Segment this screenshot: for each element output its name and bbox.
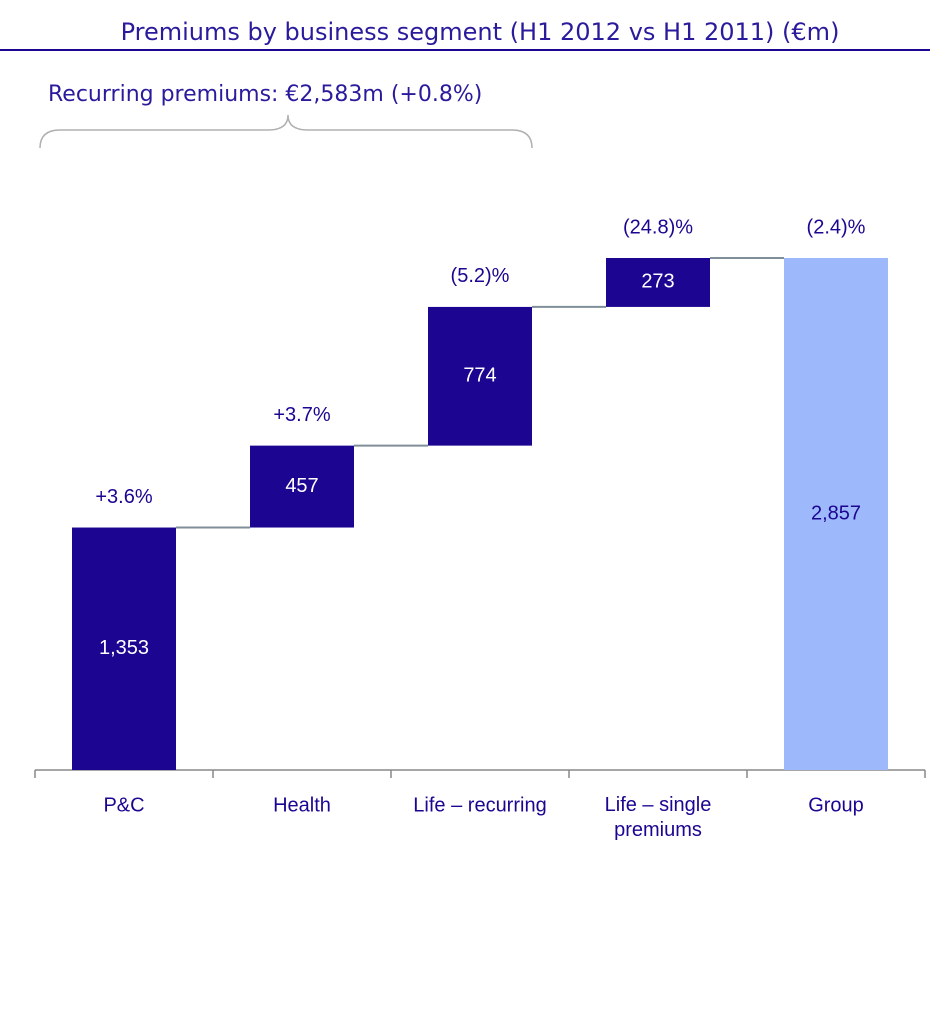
change-label: +3.7% xyxy=(273,404,330,426)
x-tick-label: P&C xyxy=(103,794,144,816)
bracket xyxy=(39,114,533,149)
value-label: 273 xyxy=(641,271,674,293)
bar xyxy=(72,527,176,770)
value-label: 774 xyxy=(463,365,496,387)
x-tick-label: Health xyxy=(273,794,331,816)
value-label: 2,857 xyxy=(811,502,861,524)
x-tick-label-line: premiums xyxy=(614,819,702,841)
x-tick-label: Group xyxy=(808,794,864,816)
change-label: +3.6% xyxy=(95,486,152,508)
value-label: 457 xyxy=(285,475,318,497)
bar xyxy=(606,258,710,307)
x-tick-label: Life – single premiums xyxy=(605,794,712,841)
annotation: Recurring premiums: €2,583m (+0.8%) xyxy=(48,82,482,107)
chart-title: Premiums by business segment (H1 2012 vs… xyxy=(121,18,840,46)
bar xyxy=(250,445,354,528)
change-label: (24.8)% xyxy=(623,216,693,238)
value-label: 1,353 xyxy=(99,637,149,659)
change-label: (5.2)% xyxy=(451,265,510,287)
bar xyxy=(784,258,888,770)
bar xyxy=(428,306,532,446)
x-tick-label: Life – recurring xyxy=(413,794,546,816)
x-tick-label-line: Life – single xyxy=(605,794,712,816)
change-label: (2.4)% xyxy=(807,216,866,238)
